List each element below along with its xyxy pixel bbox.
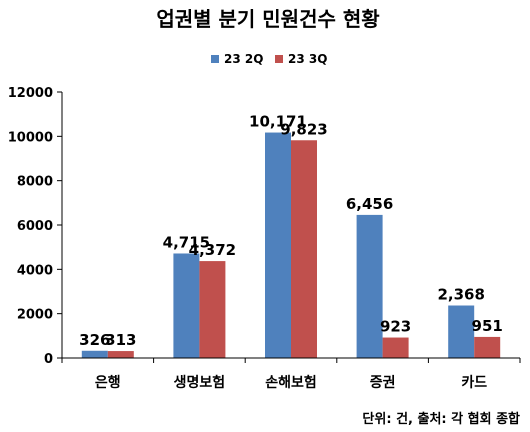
- bar-2q: [265, 132, 291, 358]
- legend: 23 2Q 23 3Q: [211, 52, 327, 66]
- data-label: 326: [79, 331, 110, 349]
- data-label: 6,456: [346, 195, 393, 213]
- data-label: 2,368: [437, 286, 484, 304]
- data-label: 9,823: [280, 120, 327, 138]
- data-labels: 326 4,715 10,171 6,456 2,368 313 4,372 9,823 923…: [79, 113, 503, 350]
- y-tick-label: 6000: [17, 219, 53, 234]
- y-tick-label: 0: [44, 352, 53, 367]
- bar-3q: [291, 140, 317, 358]
- bar-3q: [382, 337, 409, 358]
- data-label: 313: [105, 331, 136, 349]
- y-axis: 0 2000 4000 6000 8000 10000 12000: [8, 86, 63, 367]
- data-label: 10,171: [249, 113, 307, 131]
- x-axis: 은행 생명보험 손해보험 증권 카드: [61, 357, 521, 391]
- data-label: 923: [380, 318, 411, 336]
- bars: [81, 132, 501, 358]
- bar-2q: [173, 253, 200, 358]
- legend-label-2q: 23 2Q: [224, 52, 263, 66]
- bar-2q: [356, 214, 383, 358]
- data-label: 4,715: [163, 233, 210, 251]
- data-label: 4,372: [189, 241, 236, 259]
- source-note: 단위: 건, 출처: 각 협회 종합: [362, 411, 520, 427]
- bar-3q: [107, 351, 134, 358]
- x-category-label: 생명보험: [174, 374, 226, 391]
- chart-title: 업권별 분기 민원건수 현황: [156, 7, 380, 31]
- bar-2q: [81, 350, 108, 358]
- bar-3q: [199, 261, 226, 358]
- y-tick-label: 2000: [17, 308, 53, 323]
- bar-2q: [448, 305, 475, 358]
- legend-swatch-2q: [211, 55, 219, 63]
- data-label: 951: [472, 317, 503, 335]
- y-tick-label: 10000: [8, 130, 53, 145]
- x-category-label: 은행: [95, 375, 121, 391]
- legend-label-3q: 23 3Q: [288, 52, 327, 66]
- x-category-label: 손해보험: [265, 374, 317, 391]
- bar-3q: [474, 336, 501, 358]
- legend-swatch-3q: [275, 55, 283, 63]
- y-tick-label: 4000: [17, 263, 53, 278]
- y-tick-label: 8000: [17, 175, 53, 190]
- x-category-label: 증권: [370, 375, 396, 391]
- y-tick-label: 12000: [8, 86, 53, 101]
- x-category-label: 카드: [461, 375, 487, 391]
